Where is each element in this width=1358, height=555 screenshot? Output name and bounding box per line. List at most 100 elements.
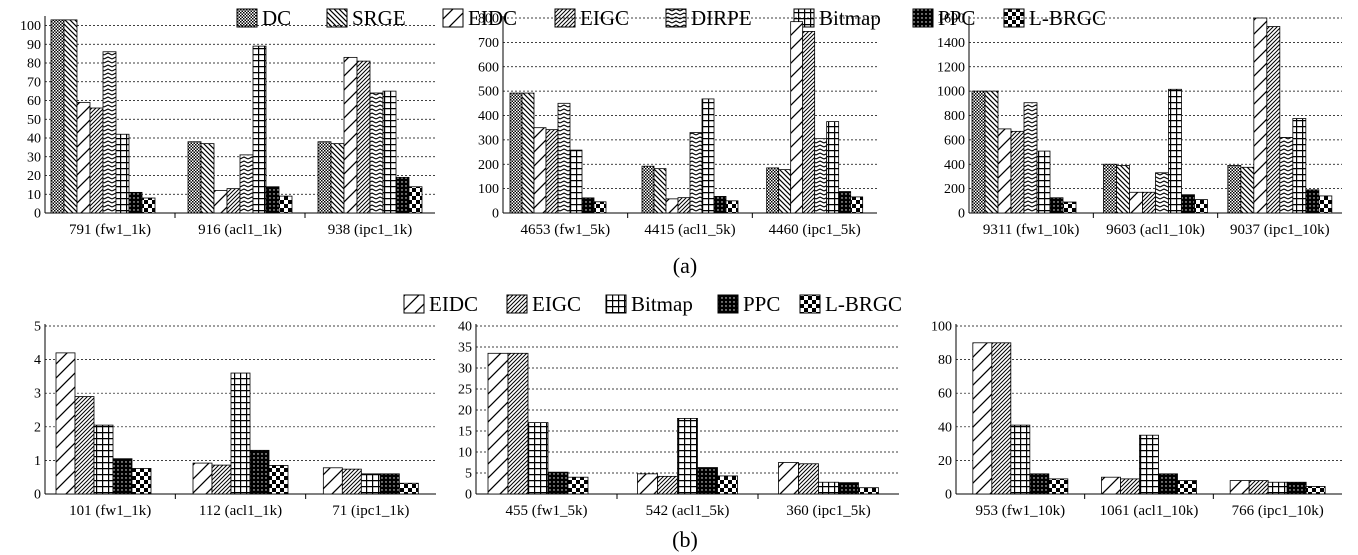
bar-ppc-938-ipc1-1k bbox=[395, 176, 410, 214]
bar-eidc-71-ipc1-1k bbox=[322, 467, 343, 495]
legend-swatch-l-brgc bbox=[799, 294, 821, 314]
bar-ppc-542-acl1-5k bbox=[697, 467, 718, 495]
chart-panel-5: 0 5 10 15 20 25 30 35 40 455 (fw1_5k) 542 (acl1_5k… bbox=[458, 320, 899, 519]
bar-eidc-4653-fw1-5k bbox=[533, 127, 547, 214]
bar-bitmap-455-fw1-5k bbox=[527, 422, 549, 495]
y-tick-label: 80 bbox=[27, 57, 41, 72]
bar-dc-9603-acl1-10k bbox=[1103, 163, 1117, 214]
bar-ppc-101-fw1-1k bbox=[112, 458, 133, 495]
bar-eigc-455-fw1-5k bbox=[507, 352, 529, 495]
bar-l-brgc-542-acl1-5k bbox=[717, 475, 738, 495]
y-tick-label: 300 bbox=[478, 133, 499, 148]
bar-dirpe-9037-ipc1-10k bbox=[1279, 137, 1294, 214]
y-tick-label: 5 bbox=[465, 467, 472, 482]
bar-ppc-112-acl1-1k bbox=[249, 449, 270, 495]
y-tick-label: 100 bbox=[931, 320, 952, 335]
bar-srge-4460-ipc1-5k bbox=[778, 169, 792, 214]
y-tick-label: 70 bbox=[27, 75, 41, 90]
bar-ppc-9311-fw1-10k bbox=[1049, 197, 1064, 214]
y-tick-label: 0 bbox=[958, 207, 965, 222]
y-tick-label: 90 bbox=[27, 38, 41, 53]
legend-swatch-eidc bbox=[442, 8, 464, 28]
bar-eigc-112-acl1-1k bbox=[211, 464, 232, 495]
bar-eigc-9311-fw1-10k bbox=[1010, 130, 1025, 214]
y-tick-label: 40 bbox=[27, 132, 41, 147]
y-tick-label: 600 bbox=[944, 133, 965, 148]
x-tick-label: 9311 (fw1_10k) bbox=[983, 222, 1080, 238]
bar-eidc-766-ipc1-10k bbox=[1229, 480, 1250, 495]
y-tick-label: 30 bbox=[27, 150, 41, 165]
bar-bitmap-4415-acl1-5k bbox=[701, 98, 715, 214]
bar-bitmap-791-fw1-1k bbox=[115, 133, 130, 214]
bar-ppc-4653-fw1-5k bbox=[581, 197, 595, 214]
legend-label-dc: DC bbox=[262, 6, 291, 30]
bar-dirpe-9311-fw1-10k bbox=[1023, 102, 1038, 214]
bar-ppc-953-fw1-10k bbox=[1029, 473, 1050, 495]
bar-srge-9311-fw1-10k bbox=[984, 90, 999, 214]
bar-eidc-9311-fw1-10k bbox=[997, 128, 1012, 214]
bar-eidc-938-ipc1-1k bbox=[343, 56, 358, 214]
bar-l-brgc-101-fw1-1k bbox=[131, 468, 152, 495]
y-tick-label: 20 bbox=[458, 404, 472, 419]
bar-dc-4415-acl1-5k bbox=[641, 165, 655, 214]
bar-srge-938-ipc1-1k bbox=[330, 143, 345, 214]
bar-bitmap-112-acl1-1k bbox=[230, 372, 251, 495]
bar-bitmap-101-fw1-1k bbox=[93, 424, 114, 495]
bar-dc-9311-fw1-10k bbox=[971, 90, 986, 214]
y-tick-label: 60 bbox=[938, 387, 952, 402]
bar-eigc-953-fw1-10k bbox=[991, 342, 1012, 495]
bar-bitmap-916-acl1-1k bbox=[252, 45, 267, 214]
bar-srge-916-acl1-1k bbox=[200, 143, 215, 214]
chart-panel-2: 0 100 200 300 400 500 600 700 800 4653 (fw1_5k) 44… bbox=[478, 12, 877, 238]
bar-ppc-9603-acl1-10k bbox=[1181, 194, 1195, 214]
bar-eigc-4653-fw1-5k bbox=[545, 129, 559, 214]
bar-dirpe-9603-acl1-10k bbox=[1155, 172, 1169, 214]
legend-swatch-ppc bbox=[717, 294, 739, 314]
y-tick-label: 200 bbox=[944, 182, 965, 197]
bar-eidc-916-acl1-1k bbox=[213, 190, 228, 214]
y-tick-label: 15 bbox=[458, 425, 472, 440]
bar-ppc-71-ipc1-1k bbox=[379, 473, 400, 495]
bar-ppc-916-acl1-1k bbox=[265, 186, 280, 214]
bar-dc-916-acl1-1k bbox=[187, 141, 202, 214]
bar-eigc-916-acl1-1k bbox=[226, 188, 241, 214]
bar-eidc-101-fw1-1k bbox=[55, 352, 76, 495]
y-tick-label: 0 bbox=[492, 207, 499, 222]
legend-bottom: EIDC EIGC Bitmap PPC L-BRGC bbox=[403, 292, 902, 316]
bar-eigc-4460-ipc1-5k bbox=[802, 31, 816, 214]
bar-bitmap-9603-acl1-10k bbox=[1168, 88, 1182, 214]
bar-eidc-112-acl1-1k bbox=[192, 462, 213, 495]
bar-eigc-360-ipc1-5k bbox=[798, 463, 819, 495]
bar-bitmap-938-ipc1-1k bbox=[382, 90, 397, 214]
bar-dirpe-4460-ipc1-5k bbox=[814, 138, 828, 214]
y-tick-label: 1200 bbox=[937, 60, 965, 75]
y-tick-label: 0 bbox=[34, 207, 41, 222]
bar-srge-791-fw1-1k bbox=[63, 19, 78, 214]
bar-eidc-1061-acl1-10k bbox=[1101, 476, 1121, 495]
y-tick-label: 1000 bbox=[937, 85, 965, 100]
y-tick-label: 60 bbox=[27, 94, 41, 109]
x-tick-label: 4415 (acl1_5k) bbox=[644, 222, 735, 238]
legend-swatch-eigc bbox=[506, 294, 528, 314]
x-tick-label: 953 (fw1_10k) bbox=[976, 503, 1066, 519]
legend-label-eigc: EIGC bbox=[532, 292, 581, 316]
legend-label-srge: SRGE bbox=[352, 6, 406, 30]
bar-eigc-9603-acl1-10k bbox=[1142, 191, 1156, 214]
bar-ppc-4415-acl1-5k bbox=[713, 196, 727, 214]
bar-ppc-360-ipc1-5k bbox=[838, 482, 859, 495]
bar-l-brgc-938-ipc1-1k bbox=[408, 186, 423, 214]
bar-dc-9037-ipc1-10k bbox=[1227, 165, 1242, 214]
x-tick-label: 455 (fw1_5k) bbox=[505, 503, 587, 519]
bar-bitmap-71-ipc1-1k bbox=[360, 473, 381, 495]
x-tick-label: 916 (acl1_1k) bbox=[198, 222, 282, 238]
bar-bitmap-9037-ipc1-10k bbox=[1292, 118, 1307, 214]
legend-swatch-bitmap bbox=[605, 294, 627, 314]
bar-eigc-766-ipc1-10k bbox=[1248, 480, 1269, 495]
bar-l-brgc-9037-ipc1-10k bbox=[1318, 195, 1333, 214]
y-tick-label: 0 bbox=[34, 488, 41, 503]
y-tick-label: 2 bbox=[34, 420, 41, 435]
bar-dc-791-fw1-1k bbox=[50, 19, 65, 214]
x-tick-label: 9037 (ipc1_10k) bbox=[1230, 222, 1330, 238]
